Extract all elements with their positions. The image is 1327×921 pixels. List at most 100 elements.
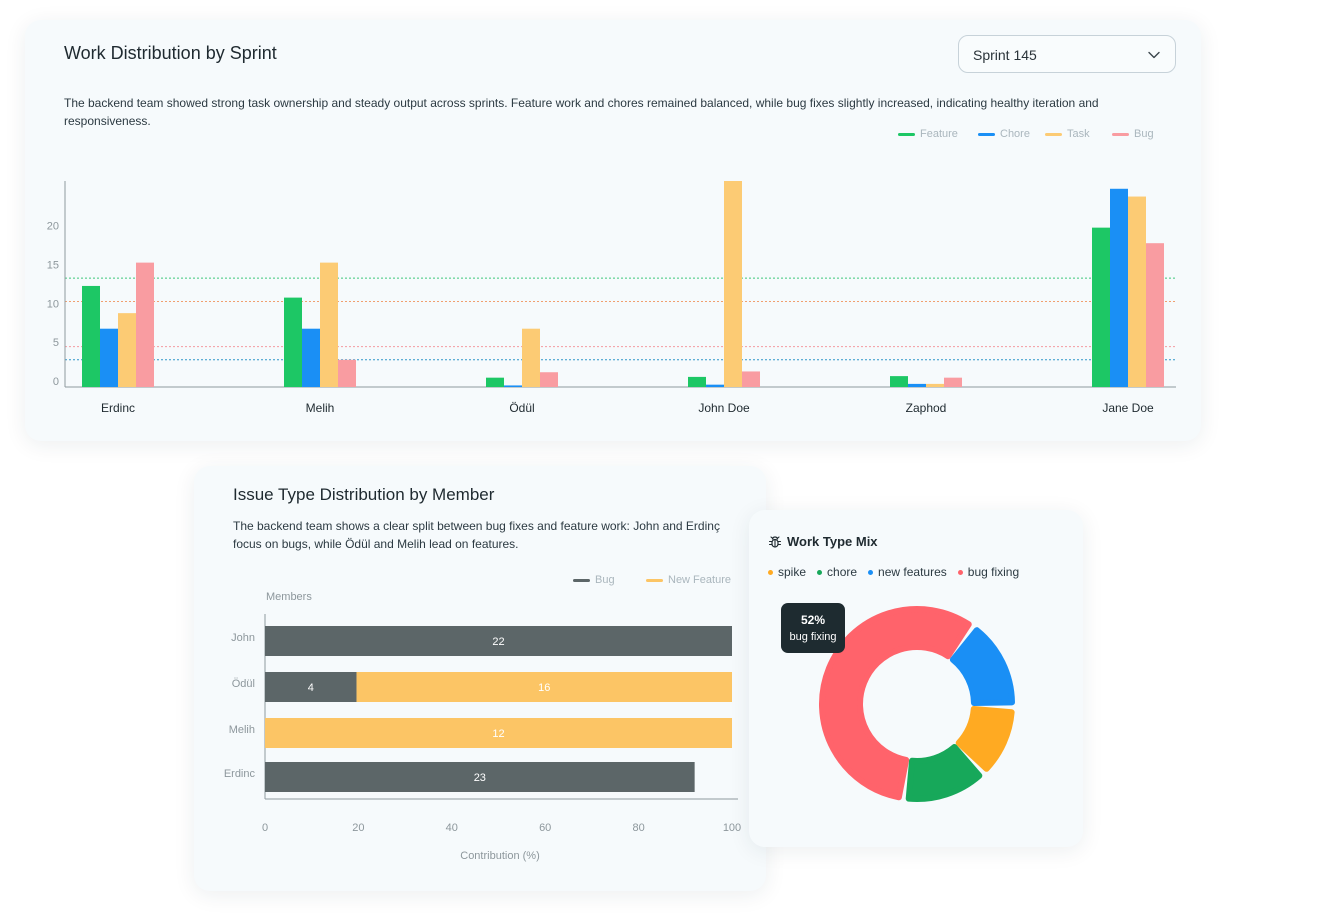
- x-tick-label: Jane Doe: [1102, 401, 1154, 415]
- data-label: 16: [538, 682, 550, 694]
- x-tick-label: 0: [262, 822, 268, 834]
- legend-task-label: Task: [1067, 128, 1090, 140]
- chevron-down-icon: [1148, 51, 1160, 59]
- bar-new-feature-odul: [356, 672, 732, 702]
- legend-issue-bug-swatch: [573, 578, 590, 582]
- bar-chore-zaphod: [908, 383, 926, 387]
- work-distribution-card: Work Distribution by Sprint Sprint 145 T…: [25, 20, 1201, 441]
- legend-spike-dot: [768, 569, 773, 575]
- legend-chore[interactable]: Chore: [978, 128, 1030, 140]
- issue-distribution-description: The backend team shows a clear split bet…: [233, 519, 720, 551]
- y-axis-title: Members: [266, 591, 312, 603]
- bar-bug-john: [265, 626, 732, 656]
- legend-bug-label: Bug: [1134, 128, 1154, 140]
- legend-chore-mix-label: chore: [827, 565, 858, 579]
- bar-task-zaphod: [926, 383, 944, 387]
- bar-chore-erdinc: [100, 328, 118, 387]
- y-tick-label: John: [231, 632, 255, 644]
- bar-bug-odul: [265, 672, 357, 702]
- bar-feature-jane-doe: [1092, 227, 1110, 387]
- work-type-mix-title: Work Type Mix: [787, 534, 878, 549]
- legend-new-feature-label: New Feature: [668, 574, 731, 586]
- bar-chore-odul: [504, 385, 522, 387]
- x-tick-label: 60: [539, 822, 551, 834]
- legend-spike[interactable]: spike: [768, 565, 806, 579]
- bar-chore-melih: [302, 328, 320, 387]
- bar-task-melih: [320, 262, 338, 387]
- donut-slice-chore: [905, 744, 983, 802]
- tooltip-label: bug fixing: [789, 631, 837, 643]
- y-tick-label: Erdinc: [224, 768, 256, 780]
- legend-feature-label: Feature: [920, 128, 958, 140]
- data-label: 12: [492, 728, 504, 740]
- x-tick-label: Erdinc: [101, 401, 135, 415]
- legend-bug[interactable]: Bug: [1112, 128, 1154, 140]
- legend-new-features[interactable]: new features: [868, 565, 947, 579]
- bar-bug-erdinc: [136, 262, 154, 387]
- donut-tooltip: 52% bug fixing: [781, 603, 845, 653]
- tooltip-percent: 52%: [800, 613, 826, 627]
- y-tick-label: 20: [47, 221, 59, 233]
- bar-feature-zaphod: [890, 376, 908, 387]
- work-distribution-chart: 0 5 10 15 20 Erdinc Melih Ödül John Doe Zaphod Jan…: [47, 181, 1176, 415]
- legend-new-features-label: new features: [878, 565, 947, 579]
- bar-bug-erdinc: [265, 762, 695, 792]
- bar-chore-jane-doe: [1110, 188, 1128, 387]
- bar-task-john-doe: [724, 181, 742, 387]
- y-tick-label: Melih: [229, 724, 255, 736]
- work-distribution-description: The backend team showed strong task owne…: [64, 96, 1099, 128]
- issue-distribution-card: Issue Type Distribution by Member The ba…: [194, 466, 766, 891]
- legend-chore-label: Chore: [1000, 128, 1030, 140]
- bar-bug-zaphod: [944, 377, 962, 387]
- bar-new-feature-melih: [265, 718, 732, 748]
- donut-slice-bug-fixing: [819, 606, 972, 801]
- sprint-select[interactable]: Sprint 145: [958, 35, 1176, 73]
- legend-issue-bug[interactable]: Bug: [573, 574, 615, 586]
- legend-task-swatch: [1045, 132, 1062, 136]
- data-label: 4: [308, 682, 314, 694]
- bar-feature-melih: [284, 297, 302, 387]
- legend-chore-mix-dot: [817, 569, 823, 575]
- legend-bug-fixing[interactable]: bug fixing: [957, 565, 1019, 579]
- legend-issue-bug-label: Bug: [595, 574, 615, 586]
- work-distribution-title: Work Distribution by Sprint: [64, 43, 277, 63]
- issue-distribution-chart: Members 22 John 4 16 Ödül 12 Melih 23 Erdinc 0 20 40…: [224, 591, 741, 862]
- x-tick-label: 20: [352, 822, 364, 834]
- sprint-select-value: Sprint 145: [973, 47, 1037, 63]
- x-axis-title: Contribution (%): [460, 850, 539, 862]
- bar-bug-odul: [540, 372, 558, 387]
- x-tick-label: 80: [632, 822, 644, 834]
- donut-slice-spike: [955, 705, 1015, 772]
- x-tick-label: 100: [723, 822, 741, 834]
- y-tick-label: 5: [53, 337, 59, 349]
- legend-task[interactable]: Task: [1045, 128, 1090, 140]
- y-tick-label: 10: [47, 298, 59, 310]
- bar-feature-erdinc: [82, 285, 100, 387]
- bar-feature-john-doe: [688, 376, 706, 387]
- legend-chore-swatch: [978, 132, 995, 136]
- y-tick-label: 0: [53, 376, 59, 388]
- issue-distribution-title: Issue Type Distribution by Member: [233, 485, 495, 504]
- x-tick-label: John Doe: [698, 401, 750, 415]
- legend-spike-label: spike: [778, 565, 807, 579]
- donut-slice-new-features: [949, 627, 1015, 707]
- work-type-legend: spike chore new features bug fixing: [768, 565, 1030, 579]
- x-tick-label: 40: [446, 822, 458, 834]
- x-tick-label: Melih: [306, 401, 335, 415]
- x-tick-label: Zaphod: [906, 401, 947, 415]
- data-label: 22: [492, 636, 504, 648]
- bar-task-erdinc: [118, 313, 136, 387]
- legend-feature-swatch: [898, 132, 915, 136]
- legend-feature[interactable]: Feature: [898, 128, 958, 140]
- bug-icon: [768, 535, 782, 548]
- bar-task-odul: [522, 328, 540, 387]
- legend-new-feature[interactable]: New Feature: [646, 574, 731, 586]
- work-type-mix-header: Work Type Mix: [768, 534, 878, 549]
- data-label: 23: [474, 772, 486, 784]
- bar-task-jane-doe: [1128, 196, 1146, 387]
- y-tick-label: 15: [47, 259, 59, 271]
- bar-bug-jane-doe: [1146, 243, 1164, 387]
- legend-chore-mix[interactable]: chore: [817, 565, 857, 579]
- work-type-mix-card: Work Type Mix spike chore new features b…: [749, 510, 1083, 847]
- work-type-donut-chart: [819, 606, 1015, 802]
